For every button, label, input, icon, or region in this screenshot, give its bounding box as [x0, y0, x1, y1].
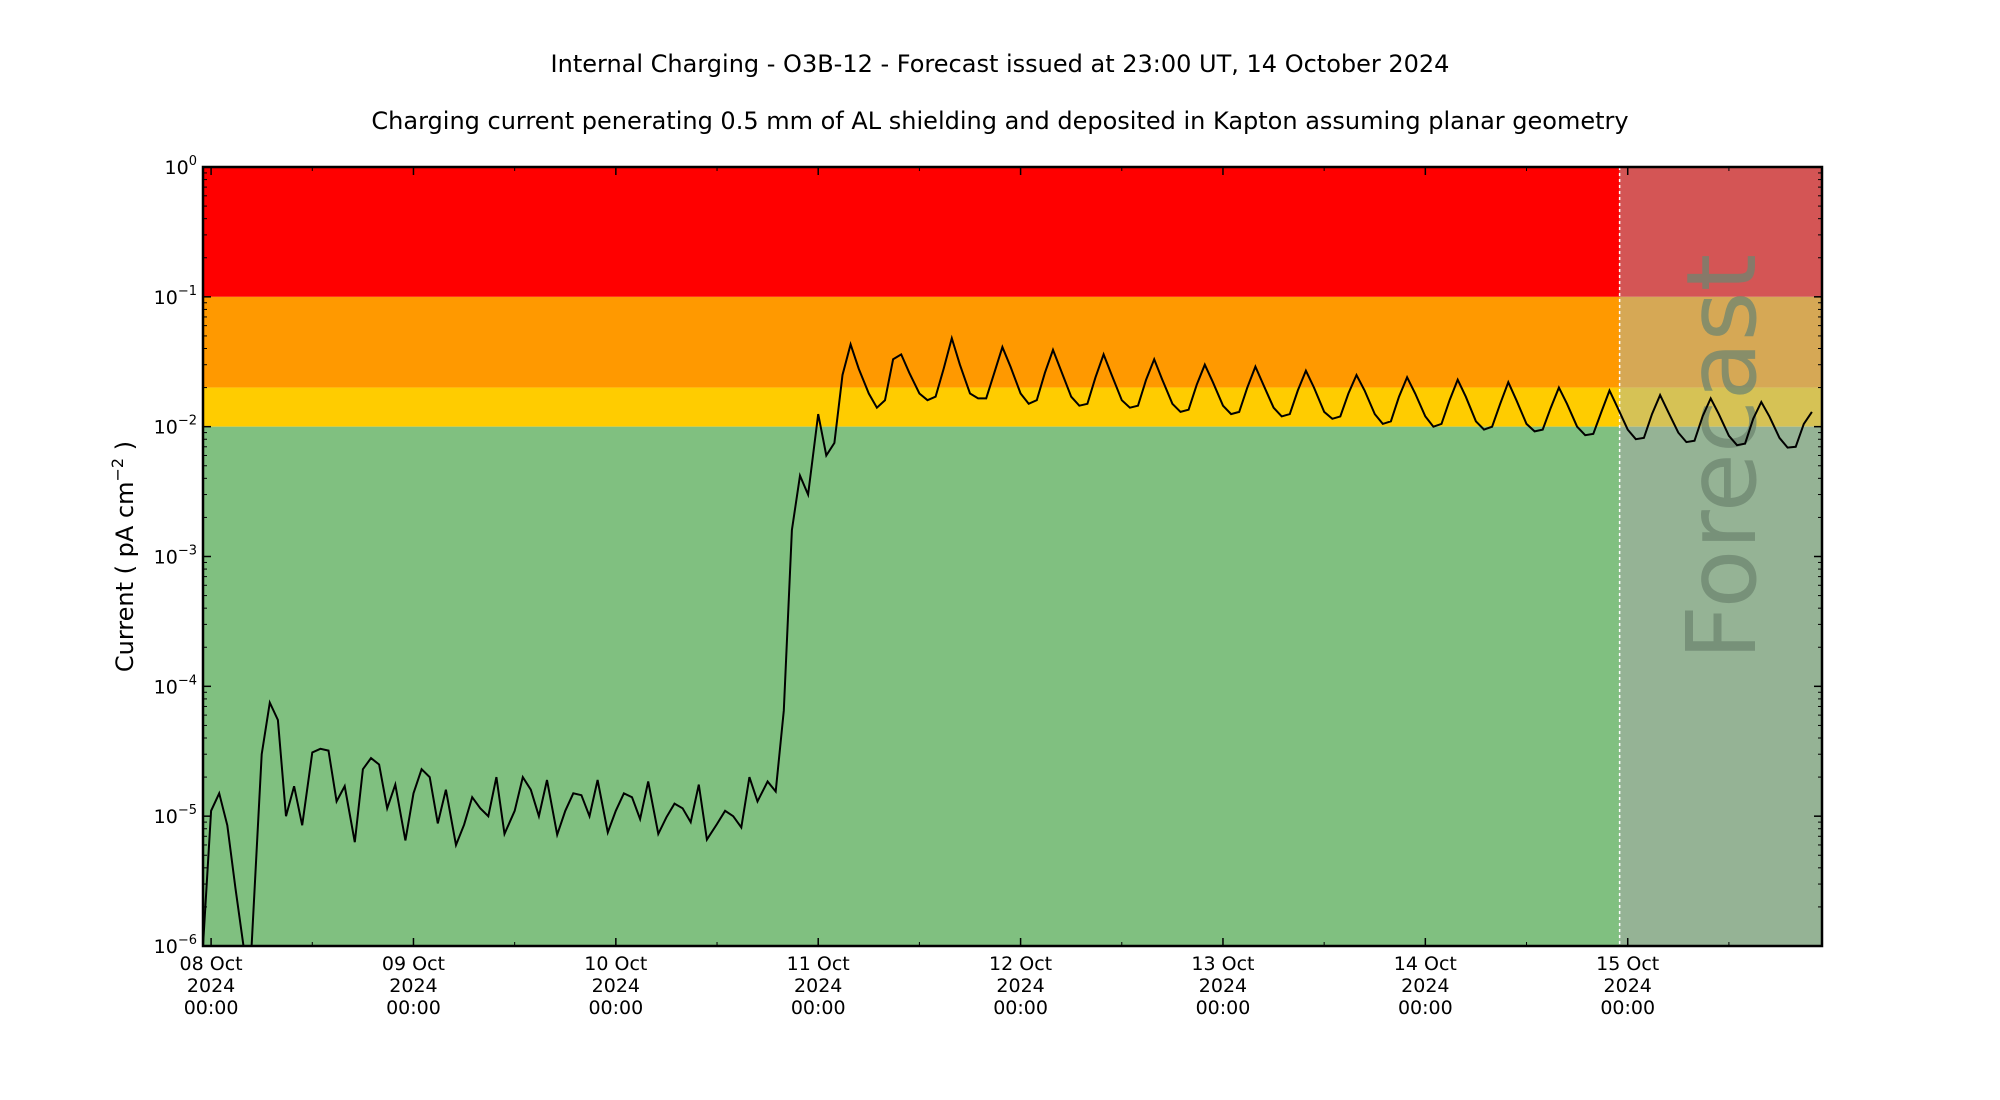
threshold-band-3	[203, 426, 1620, 947]
y-tick-label: 10−5	[154, 803, 197, 828]
x-tick-label: 2024	[794, 975, 842, 997]
x-tick-label: 08 Oct	[180, 953, 243, 975]
x-tick-label: 00:00	[1398, 997, 1453, 1019]
y-axis: 10−6 10−5 10−4 10−3 10−2 10−1 100	[154, 154, 1822, 958]
x-tick-label: 2024	[592, 975, 640, 997]
y-tick-5: 10−1	[154, 172, 1822, 309]
y-tick-label: 10−1	[154, 284, 197, 309]
x-tick-label: 09 Oct	[382, 953, 445, 975]
series-line	[202, 334, 1813, 947]
x-tick-label: 00:00	[1196, 997, 1251, 1019]
x-tick-label: 2024	[1199, 975, 1247, 997]
x-tick-label: 2024	[389, 975, 437, 997]
x-tick-label: 2024	[1401, 975, 1449, 997]
x-tick-label: 13 Oct	[1191, 953, 1254, 975]
y-tick-label: 10−3	[154, 544, 197, 569]
x-tick-label: 00:00	[588, 997, 643, 1019]
forecast-band-1	[1619, 296, 1822, 388]
y-tick-4: 10−2	[154, 302, 1822, 439]
chart-subtitle: Charging current penerating 0.5 mm of AL…	[371, 107, 1629, 135]
y-tick-label: 10−2	[154, 414, 197, 439]
x-tick-label: 2024	[1604, 975, 1652, 997]
x-tick-label: 10 Oct	[584, 953, 647, 975]
chart-title: Internal Charging - O3B-12 - Forecast is…	[550, 50, 1450, 78]
x-tick-label: 12 Oct	[989, 953, 1052, 975]
y-tick-label: 10−6	[154, 933, 197, 958]
x-tick-label: 14 Oct	[1394, 953, 1457, 975]
x-tick-label: 11 Oct	[787, 953, 850, 975]
forecast-label: Forecast	[1666, 254, 1778, 660]
y-tick-1: 10−5	[154, 691, 1822, 828]
x-tick-label: 00:00	[184, 997, 239, 1019]
x-tick-label: 00:00	[1600, 997, 1655, 1019]
x-tick-label: 2024	[996, 975, 1044, 997]
x-tick-label: 00:00	[993, 997, 1048, 1019]
x-tick-label: 2024	[187, 975, 235, 997]
threshold-bands	[203, 167, 1620, 947]
forecast-band-0	[1619, 167, 1822, 297]
x-tick-label: 00:00	[791, 997, 846, 1019]
x-tick-label: 15 Oct	[1596, 953, 1659, 975]
y-tick-label: 100	[165, 154, 197, 179]
x-tick-label: 00:00	[386, 997, 441, 1019]
forecast-band-3	[1619, 426, 1822, 947]
y-tick-3: 10−3	[154, 432, 1822, 569]
threshold-band-1	[203, 296, 1620, 388]
threshold-band-2	[203, 387, 1620, 427]
threshold-band-0	[203, 167, 1620, 297]
y-tick-label: 10−4	[154, 673, 197, 698]
y-tick-6: 100	[165, 154, 1822, 179]
y-tick-2: 10−4	[154, 561, 1822, 698]
y-tick-0: 10−6	[154, 821, 1822, 958]
y-axis-label: Current ( pA cm−2 )	[108, 441, 139, 672]
